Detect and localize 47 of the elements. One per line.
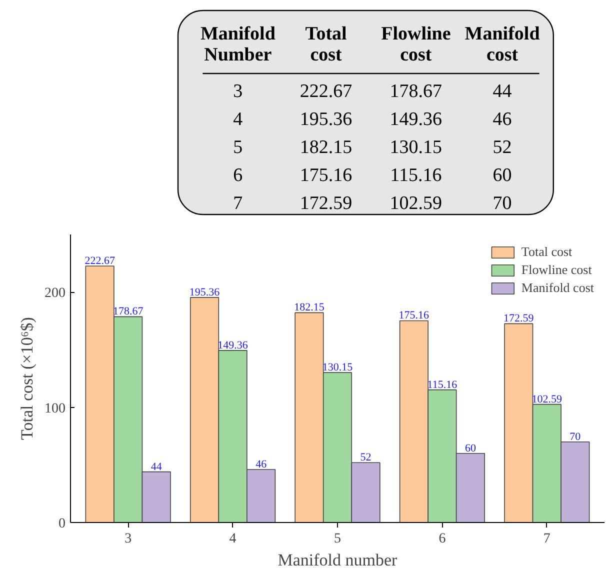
- category-label: 4: [233, 109, 243, 130]
- data-label: 46: [256, 458, 268, 471]
- text: 175.16: [300, 165, 352, 186]
- data-label: 182.15: [294, 302, 325, 314]
- legend-label: Manifold cost: [521, 280, 594, 296]
- text: 182.15: [300, 137, 352, 158]
- x-tick-label: 4: [229, 532, 236, 546]
- legend-label: Flowline cost: [521, 262, 592, 278]
- text: 178.67: [390, 81, 442, 102]
- y-tick-label: 200: [44, 286, 66, 302]
- category-label: 3: [233, 81, 243, 102]
- text: 60: [492, 165, 512, 186]
- text: Manifold Number: [200, 24, 276, 66]
- text: 115.16: [390, 165, 442, 186]
- text: Manifold cost: [464, 24, 540, 66]
- x-tick-label: 3: [124, 532, 132, 546]
- y-tick-label: 100: [44, 401, 66, 416]
- text: 172.59: [300, 193, 352, 214]
- data-label: 44: [150, 460, 162, 473]
- category-label: 5: [233, 137, 243, 158]
- legend-label: Total cost: [521, 244, 572, 260]
- text: Flowline cost: [381, 24, 451, 66]
- text: Total cost: [305, 24, 347, 66]
- x-axis-title: Manifold number: [278, 550, 398, 570]
- text: 195.36: [300, 109, 352, 130]
- x-tick-label: 6: [438, 532, 446, 546]
- data-label: 195.36: [189, 286, 220, 298]
- text: 102.59: [390, 193, 442, 214]
- data-label: 60: [464, 442, 476, 454]
- x-tick-label: 5: [334, 532, 341, 546]
- y-axis-title: Total cost (×10⁶$): [18, 317, 36, 440]
- text: 70: [492, 193, 512, 214]
- text: 46: [492, 109, 512, 130]
- data-label: 70: [570, 430, 582, 443]
- data-label: 175.16: [398, 310, 430, 322]
- y-tick-label: 0: [58, 516, 66, 532]
- text: 52: [492, 137, 512, 158]
- category-label: 7: [233, 193, 243, 214]
- text: 222.67: [300, 81, 352, 102]
- data-label: 52: [360, 452, 372, 464]
- text: 149.36: [390, 109, 442, 130]
- x-tick-label: 7: [543, 532, 550, 546]
- data-label: 172.59: [504, 312, 534, 325]
- text: 44: [492, 81, 512, 102]
- category-label: 6: [233, 165, 243, 186]
- data-label: 222.67: [84, 254, 116, 267]
- text: 130.15: [390, 137, 442, 158]
